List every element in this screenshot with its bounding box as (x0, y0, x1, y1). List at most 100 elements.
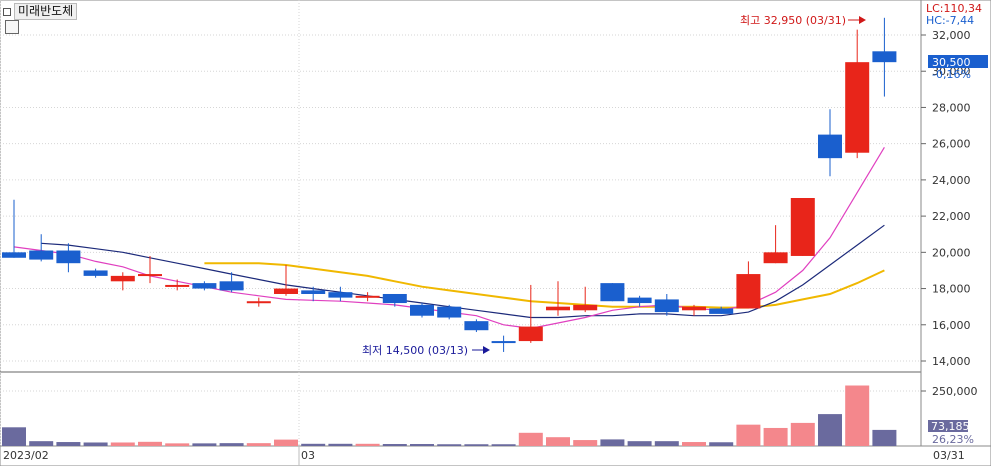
volume-bar (736, 424, 761, 446)
candle-body (464, 321, 489, 331)
price-axis-labels: 32,000 30,000 28,000 26,000 24,000 22,000 20,0… (921, 29, 971, 368)
ma20-line (204, 262, 885, 309)
candle-body (246, 301, 271, 304)
candle (29, 234, 54, 262)
candle-body (192, 283, 217, 289)
volume-tick-label: 250,000 (932, 385, 978, 398)
volume-bar (110, 442, 135, 446)
candle-body (110, 275, 135, 282)
volume-bar (165, 443, 190, 446)
grid-lines (0, 0, 921, 446)
candle-body (763, 252, 788, 264)
volume-bar (192, 443, 217, 446)
candle (165, 279, 190, 291)
volume-bar (654, 441, 679, 446)
y-tick-label: 16,000 (932, 319, 971, 332)
chart-header: 미래반도체 (3, 3, 78, 20)
candle-body (138, 274, 162, 277)
volume-bar (328, 443, 353, 446)
candle-body (573, 304, 598, 311)
lc-indicator: LC:110,34 (926, 2, 982, 15)
candle-body (682, 306, 706, 311)
volume-bar (682, 442, 706, 446)
y-tick-label: 14,000 (932, 355, 971, 368)
candle-body (274, 288, 298, 294)
candle-body (872, 51, 897, 63)
candle-body (301, 290, 326, 294)
volume-bar (437, 444, 462, 446)
candle-body (627, 297, 652, 304)
expand-square-icon[interactable] (3, 7, 11, 16)
volume-ratio-label: 26,23% (932, 433, 974, 446)
low-arrow-icon (472, 346, 490, 354)
candle-body (845, 62, 870, 153)
candle (654, 293, 679, 316)
candle-body (818, 134, 842, 159)
volume-bar (382, 444, 407, 446)
y-tick-label: 30,000 (932, 65, 971, 78)
high-annotation: 최고 32,950 (03/31) (740, 14, 846, 27)
volume-bar (138, 441, 162, 446)
volume-bar (355, 443, 380, 446)
candle (546, 281, 570, 316)
candle (437, 304, 462, 320)
candle (818, 109, 842, 177)
hc-indicator: HC:-7,44 (926, 14, 974, 27)
y-tick-label: 32,000 (932, 29, 971, 42)
candle (518, 284, 543, 343)
volume-bar (464, 444, 489, 446)
candle-body (600, 283, 625, 302)
x-label-end: 03/31 (933, 449, 965, 462)
volume-bar (518, 432, 543, 446)
candle-body (491, 341, 516, 344)
candle (355, 292, 380, 302)
volume-bar (872, 429, 897, 446)
candle-body (546, 306, 570, 311)
volume-bar (845, 385, 870, 446)
candle (83, 268, 108, 278)
high-arrow-icon (848, 16, 866, 24)
candle-body (410, 304, 434, 316)
candle (301, 286, 326, 302)
volume-value-label: 73,185 (931, 420, 970, 433)
candle-body (29, 250, 54, 260)
candle (192, 281, 217, 291)
candle (627, 295, 652, 307)
volume-bar (29, 441, 54, 446)
candlesticks (2, 17, 897, 352)
volume-bar (600, 439, 625, 446)
candle (682, 304, 706, 316)
candle-body (219, 281, 244, 291)
candle (246, 297, 271, 307)
y-tick-label: 18,000 (932, 283, 971, 296)
low-annotation: 최저 14,500 (03/13) (362, 344, 468, 357)
candle (573, 286, 598, 313)
ma10-line (41, 224, 885, 319)
stock-name-label[interactable]: 미래반도체 (14, 3, 78, 20)
volume-bar (763, 427, 788, 446)
y-tick-label: 22,000 (932, 210, 971, 223)
candle-body (355, 295, 380, 298)
volume-bar (410, 444, 434, 446)
volume-bars (2, 385, 897, 446)
candle (491, 335, 516, 352)
x-label-start: 2023/02 (3, 449, 49, 462)
candle (56, 243, 81, 273)
volume-bar (274, 439, 298, 446)
candle (709, 306, 734, 314)
candle (410, 303, 434, 318)
volume-bar (301, 443, 326, 446)
candle-body (518, 326, 543, 342)
volume-axis-labels: 250,000 (921, 385, 978, 398)
candle (763, 225, 788, 264)
volume-bar (491, 444, 516, 446)
volume-bar (2, 427, 26, 446)
calendar-grid-icon[interactable] (5, 20, 19, 34)
price-axis (920, 0, 991, 447)
y-tick-label: 26,000 (932, 138, 971, 151)
volume-bar (627, 441, 652, 446)
volume-bar (790, 422, 815, 446)
x-label-march: 03 (301, 449, 315, 462)
volume-bar (573, 440, 598, 446)
